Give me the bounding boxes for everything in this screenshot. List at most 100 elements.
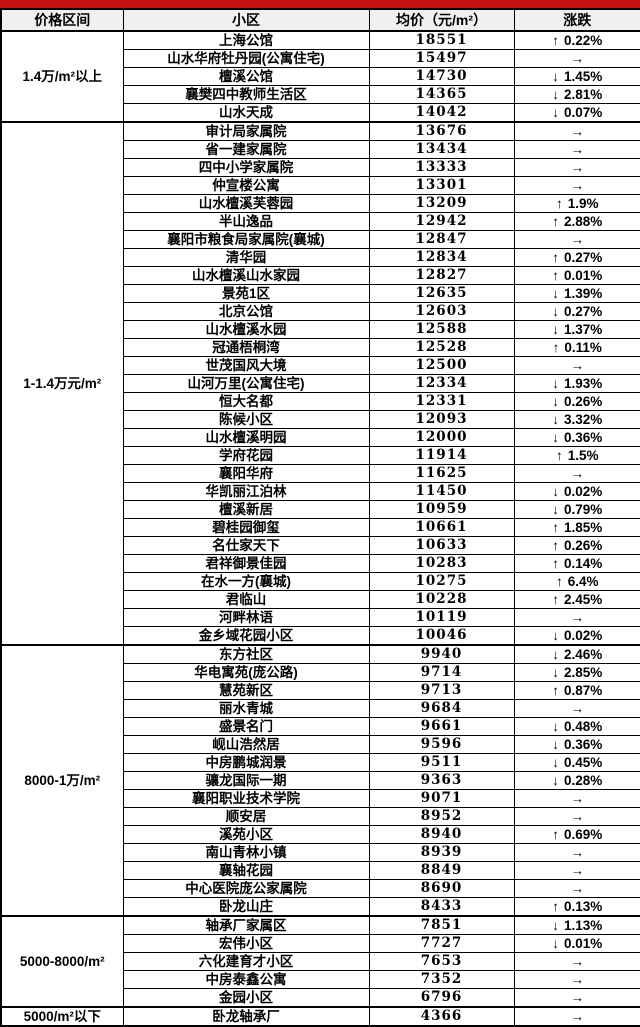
price-cell: 12000 xyxy=(368,428,515,447)
table-row: 中心医院庞公家属院 8690 → xyxy=(1,879,640,898)
change-percent: 0.14% xyxy=(563,556,603,571)
price-cell: 9940 xyxy=(368,644,515,664)
community-cell: 金园小区 xyxy=(122,988,370,1008)
change-percent: 0.13% xyxy=(563,899,603,914)
table-row: 襄樊四中教师生活区 14365 ↓ 2.81% xyxy=(1,85,640,104)
price-cell: 7653 xyxy=(368,952,515,971)
change-percent: 2.45% xyxy=(563,592,603,607)
header-row: 价格区间 小区 均价（元/m²） 涨跌 xyxy=(0,8,640,32)
up-arrow-icon: ↑ xyxy=(552,33,559,48)
change-cell: → xyxy=(513,230,640,249)
change-cell: → xyxy=(513,988,640,1008)
table-row: 中房泰鑫公寓 7352 → xyxy=(1,970,640,989)
change-cell: ↑ 0.22% xyxy=(513,30,640,50)
community-cell: 景苑1区 xyxy=(122,284,370,303)
community-cell: 襄轴花园 xyxy=(122,861,370,880)
change-percent: 0.22% xyxy=(563,33,603,48)
change-percent: 0.27% xyxy=(563,250,603,265)
change-cell: ↓ 0.07% xyxy=(513,103,640,123)
table-row: 5000/m²以下 卧龙轴承厂 4366 → xyxy=(0,1006,640,1027)
community-cell: 学府花园 xyxy=(122,446,370,465)
community-cell: 卧龙轴承厂 xyxy=(122,1006,370,1027)
price-cell: 12528 xyxy=(368,338,515,357)
change-cell: ↓ 2.46% xyxy=(513,644,640,664)
price-cell: 10046 xyxy=(368,626,515,646)
down-arrow-icon: ↓ xyxy=(552,304,559,319)
community-cell: 襄阳市粮食局家属院(襄城) xyxy=(122,230,370,249)
price-cell: 14365 xyxy=(368,85,515,104)
header-price-range: 价格区间 xyxy=(0,8,124,32)
change-percent: 1.5% xyxy=(567,448,599,463)
change-cell: ↓ 0.79% xyxy=(513,500,640,519)
price-cell: 10959 xyxy=(368,500,515,519)
down-arrow-icon: ↓ xyxy=(552,628,559,643)
change-percent: 0.28% xyxy=(563,773,603,788)
table-row: 在水一方(襄城) 10275 ↑ 6.4% xyxy=(1,572,640,591)
community-cell: 慧苑新区 xyxy=(122,681,370,700)
price-cell: 13333 xyxy=(368,158,515,177)
price-cell: 7851 xyxy=(368,915,515,935)
change-cell: → xyxy=(513,807,640,826)
community-cell: 半山逸品 xyxy=(122,212,370,231)
community-cell: 檀溪公馆 xyxy=(122,67,370,86)
up-arrow-icon: ↑ xyxy=(552,592,559,607)
flat-arrow-icon: → xyxy=(570,701,585,716)
price-cell: 8433 xyxy=(368,897,515,917)
price-table: 价格区间 小区 均价（元/m²） 涨跌 1.4万/m²以上 上海公馆 18551 ↑ 0… xyxy=(0,8,640,1027)
up-arrow-icon: ↑ xyxy=(552,520,559,535)
change-cell: → xyxy=(513,952,640,971)
community-cell: 碧桂园御玺 xyxy=(122,518,370,537)
change-percent: 0.07% xyxy=(563,105,603,120)
table-row: 山水檀溪山水家园 12827 ↑ 0.01% xyxy=(1,266,640,285)
down-arrow-icon: ↓ xyxy=(552,502,559,517)
price-range-cell: 1.4万/m²以上 xyxy=(0,30,124,123)
change-cell: → xyxy=(513,608,640,627)
up-arrow-icon: ↑ xyxy=(552,214,559,229)
price-cell: 7727 xyxy=(368,934,515,953)
change-percent: 2.46% xyxy=(563,647,603,662)
change-percent: 1.37% xyxy=(563,322,603,337)
table-row: 华凯丽江泊林 11450 ↓ 0.02% xyxy=(1,482,640,501)
table-row: 冠通梧桐湾 12528 ↑ 0.11% xyxy=(1,338,640,357)
change-cell: ↓ 0.36% xyxy=(513,735,640,754)
change-percent: 0.26% xyxy=(563,394,603,409)
down-arrow-icon: ↓ xyxy=(552,376,559,391)
community-cell: 六化建育才小区 xyxy=(122,952,370,971)
community-cell: 山水檀溪水园 xyxy=(122,320,370,339)
change-percent: 6.4% xyxy=(567,574,599,589)
price-cell: 14042 xyxy=(368,103,515,123)
change-percent: 2.88% xyxy=(563,214,603,229)
change-percent: 0.02% xyxy=(563,628,603,643)
price-cell: 12093 xyxy=(368,410,515,429)
flat-arrow-icon: → xyxy=(570,610,585,625)
table-row: 1-1.4万元/m² 审计局家属院 13676 → xyxy=(0,121,640,646)
table-row: 山水檀溪水园 12588 ↓ 1.37% xyxy=(1,320,640,339)
down-arrow-icon: ↓ xyxy=(552,394,559,409)
up-arrow-icon: ↑ xyxy=(552,899,559,914)
change-cell: ↑ 1.9% xyxy=(513,194,640,213)
community-cell: 清华园 xyxy=(122,248,370,267)
table-row: 金园小区 6796 → xyxy=(1,988,640,1008)
change-cell: ↓ 1.37% xyxy=(513,320,640,339)
price-cell: 12635 xyxy=(368,284,515,303)
community-cell: 溪苑小区 xyxy=(122,825,370,844)
community-cell: 轴承厂家属区 xyxy=(122,915,370,935)
change-percent: 1.9% xyxy=(567,196,599,211)
flat-arrow-icon: → xyxy=(570,881,585,896)
community-cell: 河畔林语 xyxy=(122,608,370,627)
table-row: 山水天成 14042 ↓ 0.07% xyxy=(1,103,640,123)
change-cell: ↑ 2.88% xyxy=(513,212,640,231)
community-cell: 省一建家属院 xyxy=(122,140,370,159)
change-cell: ↑ 6.4% xyxy=(513,572,640,591)
price-cell: 10275 xyxy=(368,572,515,591)
community-cell: 四中小学家属院 xyxy=(122,158,370,177)
price-cell: 9713 xyxy=(368,681,515,700)
flat-arrow-icon: → xyxy=(570,466,585,481)
down-arrow-icon: ↓ xyxy=(552,286,559,301)
price-cell: 11450 xyxy=(368,482,515,501)
change-cell: ↓ 0.01% xyxy=(513,934,640,953)
table-row: 君祥御景佳园 10283 ↑ 0.14% xyxy=(1,554,640,573)
change-cell: → xyxy=(513,843,640,862)
table-row: 5000-8000/m² 轴承厂家属区 7851 ↓ 1.13% xyxy=(0,915,640,1008)
flat-arrow-icon: → xyxy=(570,124,585,139)
